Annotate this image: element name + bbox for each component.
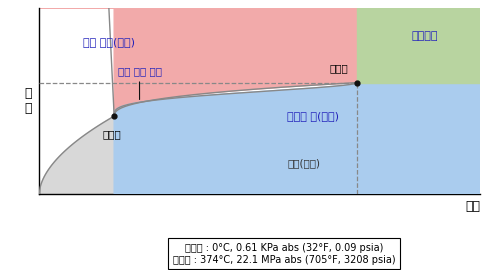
Text: 삼중점 : 0°C, 0.61 KPa abs (32°F, 0.09 psia)
임계점 : 374°C, 22.1 MPa abs (705°F, 3208: 삼중점 : 0°C, 0.61 KPa abs (32°F, 0.09 psia…: [173, 243, 395, 265]
Y-axis label: 내
에: 내 에: [24, 87, 32, 115]
Text: 포화 증기 곡선: 포화 증기 곡선: [118, 66, 162, 100]
Text: 얼음(고체): 얼음(고체): [287, 158, 320, 168]
Polygon shape: [357, 8, 480, 83]
Text: 삼중점: 삼중점: [102, 129, 122, 139]
Text: 불포화 수(액체): 불포화 수(액체): [287, 111, 339, 121]
Text: 임계점: 임계점: [329, 63, 348, 73]
Polygon shape: [39, 116, 480, 194]
X-axis label: 압력: 압력: [465, 200, 480, 213]
Polygon shape: [114, 83, 480, 194]
Text: 초임계수: 초임계수: [412, 31, 439, 41]
Text: 과열 증기(기체): 과열 증기(기체): [83, 37, 135, 47]
Polygon shape: [39, 8, 357, 194]
